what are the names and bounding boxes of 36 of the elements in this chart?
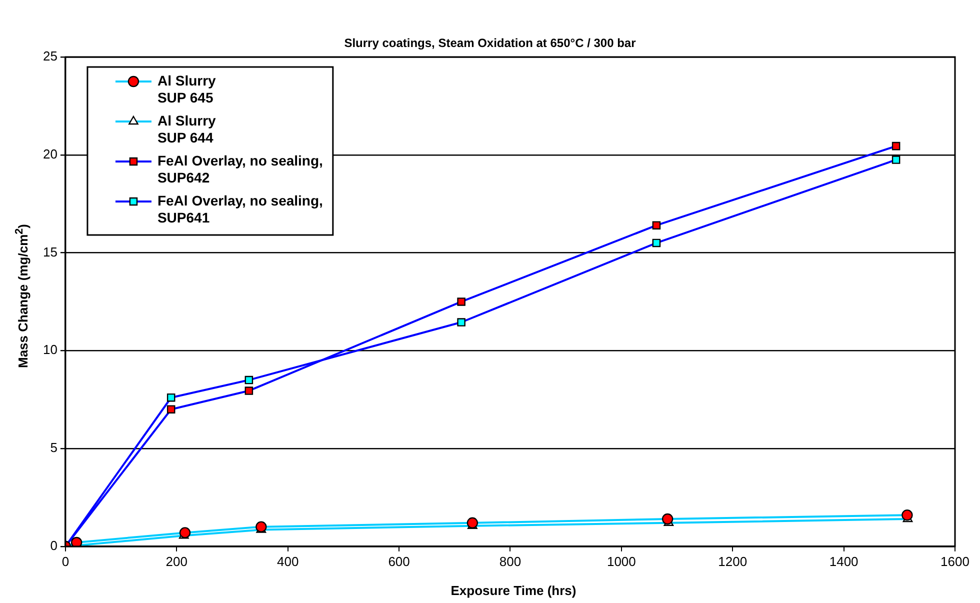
legend-label: FeAl Overlay, no sealing, SUP641: [157, 192, 323, 226]
point: [652, 238, 661, 248]
y-tick-label: 25: [42, 48, 58, 64]
x-tick-label: 800: [499, 554, 522, 569]
x-axis-title: Exposure Time (hrs): [450, 583, 578, 598]
x-tick-label: 400: [276, 554, 299, 569]
legend-label: FeAl Overlay, no sealing, SUP642: [157, 152, 323, 186]
x-tick-label: 1000: [606, 554, 636, 569]
point: [457, 298, 466, 306]
point: [244, 386, 254, 395]
point: [166, 393, 176, 402]
chart-title: Slurry coatings, Steam Oxidation at 650°C / 300 bar: [343, 36, 637, 50]
point: [892, 142, 900, 150]
y-tick-label: 20: [42, 146, 58, 162]
point: [256, 521, 267, 532]
point: [662, 513, 674, 525]
point: [892, 156, 900, 164]
point: [466, 517, 478, 529]
y-tick-label: 5: [50, 440, 58, 456]
x-tick-label: 1400: [829, 554, 858, 569]
point: [652, 221, 661, 230]
x-tick-label: 1600: [940, 554, 970, 569]
y-tick-label: 0: [50, 538, 58, 553]
point: [166, 405, 176, 414]
x-tick-label: 200: [166, 554, 188, 569]
y-tick-label: 15: [42, 244, 58, 260]
legend-label: Al Slurry SUP 645: [157, 72, 216, 106]
x-tick-label: 0: [62, 554, 70, 569]
point: [70, 536, 82, 546]
point: [902, 509, 913, 521]
legend-label: Al Slurry SUP 644: [157, 112, 216, 146]
x-tick-label: 600: [388, 554, 410, 569]
point: [457, 318, 466, 326]
point: [244, 376, 254, 384]
x-tick-label: 1200: [718, 554, 748, 569]
y-tick-label: 10: [42, 342, 58, 358]
